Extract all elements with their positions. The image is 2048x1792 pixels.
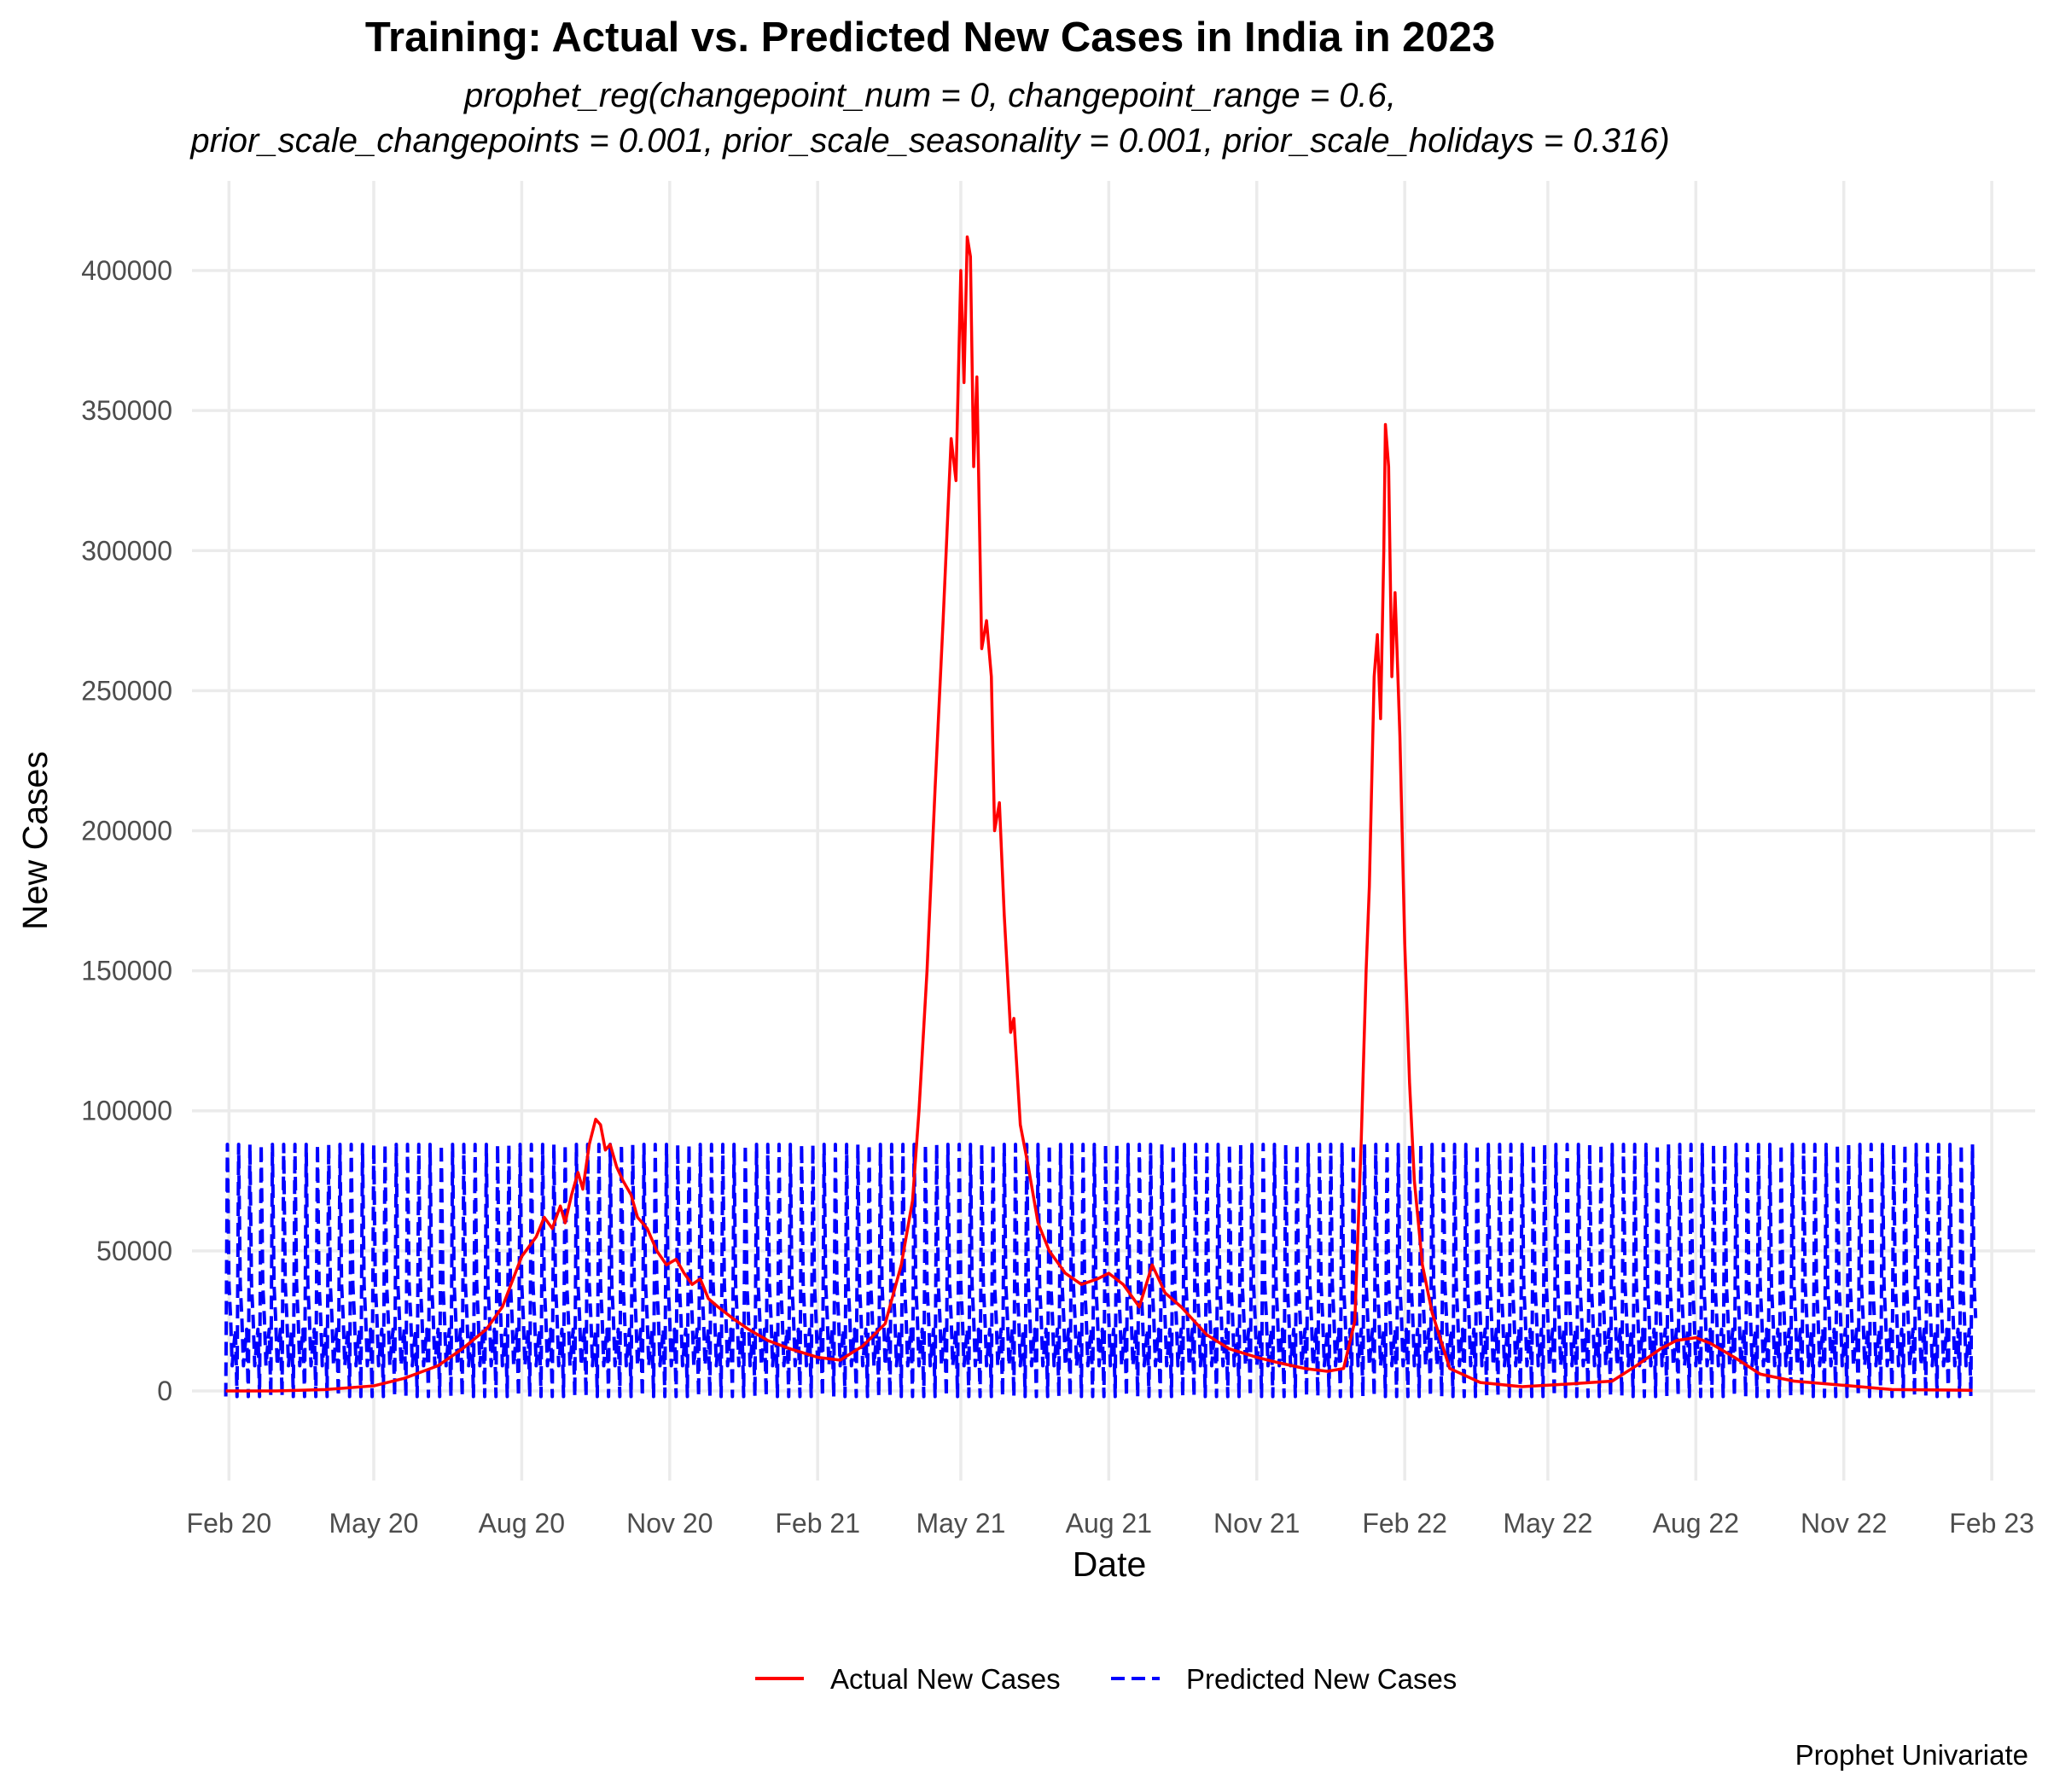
actual-new-cases-line — [225, 235, 1973, 1393]
x-tick-label: Feb 21 — [775, 1508, 860, 1539]
legend-label-predicted: Predicted New Cases — [1186, 1663, 1457, 1695]
y-tick-label: 400000 — [81, 255, 172, 286]
series-lines — [224, 235, 1978, 1399]
chart-caption: Prophet Univariate — [1795, 1739, 2028, 1771]
x-tick-label: Feb 22 — [1362, 1508, 1447, 1539]
x-tick-label: May 22 — [1503, 1508, 1592, 1539]
x-tick-label: Nov 20 — [626, 1508, 713, 1539]
x-tick-label: May 21 — [916, 1508, 1005, 1539]
x-tick-label: May 20 — [329, 1508, 419, 1539]
x-axis-tick-labels: Feb 20 May 20 Aug 20 Nov 20 Feb 21 May 21 Aug … — [187, 1508, 2034, 1539]
y-axis-title: New Cases — [15, 751, 55, 930]
x-tick-label: Feb 23 — [1949, 1508, 2034, 1539]
y-axis-tick-labels: 0 50000 100000 150000 200000 250000 300000 3500… — [81, 255, 172, 1406]
chart-subtitle-line-2: prior_scale_changepoints = 0.001, prior_… — [189, 122, 1669, 160]
legend: Actual New Cases Predicted New Cases — [755, 1663, 1457, 1695]
y-tick-label: 350000 — [81, 395, 172, 426]
x-tick-label: Aug 22 — [1653, 1508, 1739, 1539]
y-tick-label: 50000 — [96, 1236, 172, 1266]
x-tick-label: Feb 20 — [187, 1508, 272, 1539]
x-tick-label: Aug 20 — [479, 1508, 565, 1539]
predicted-new-cases-line — [224, 1143, 1978, 1399]
x-tick-label: Aug 21 — [1066, 1508, 1152, 1539]
y-tick-label: 300000 — [81, 535, 172, 566]
x-tick-label: Nov 22 — [1801, 1508, 1887, 1539]
chart-title: Training: Actual vs. Predicted New Cases… — [365, 15, 1495, 61]
y-tick-label: 200000 — [81, 816, 172, 847]
y-tick-label: 100000 — [81, 1096, 172, 1126]
grid-lines — [192, 181, 2035, 1481]
y-tick-label: 150000 — [81, 956, 172, 986]
x-tick-label: Nov 21 — [1213, 1508, 1300, 1539]
y-tick-label: 0 — [157, 1376, 172, 1406]
chart-subtitle-line-1: prophet_reg(changepoint_num = 0, changep… — [463, 77, 1396, 114]
x-axis-title: Date — [1073, 1545, 1147, 1584]
legend-label-actual: Actual New Cases — [830, 1663, 1061, 1695]
y-tick-label: 250000 — [81, 675, 172, 706]
